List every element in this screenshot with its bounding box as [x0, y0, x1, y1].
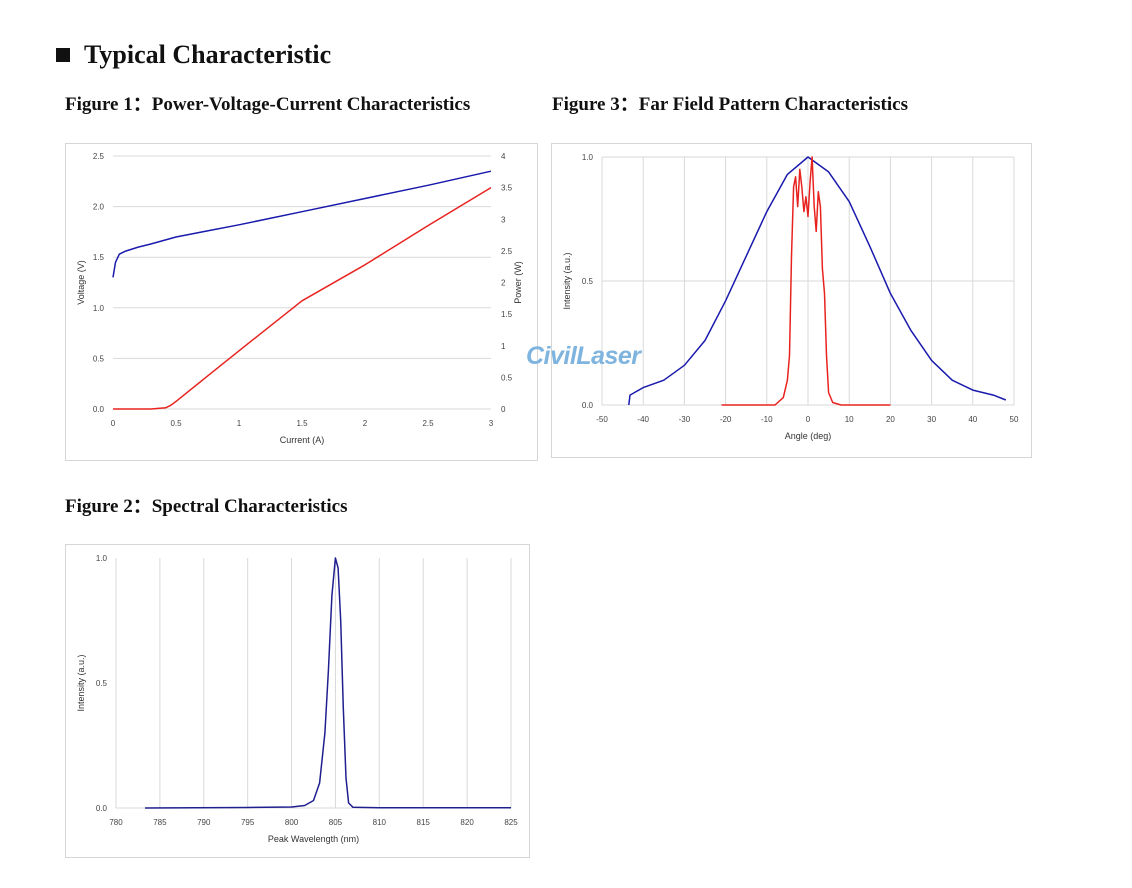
section-title-text: Typical Characteristic: [84, 40, 332, 69]
x-tick-label: 10: [845, 415, 854, 424]
y-tick-label: 1.0: [582, 153, 594, 162]
figure3-title: Figure 3：Far Field Pattern Characteristi…: [552, 94, 908, 115]
x-tick-label: 1: [237, 419, 242, 428]
y2-tick-label: 3: [501, 215, 506, 224]
series-line-1: [628, 156, 1007, 406]
figure1-panel: 0.0 0.5 1.0 1.5 2.0 2.5 0 0.5 1 1.5 2 2.5 3 3.5 4 0 0.5 1…: [65, 143, 538, 461]
x-tick-label: 820: [460, 818, 474, 827]
x-axis-title: Current (A): [280, 435, 325, 445]
y2-tick-label: 1.5: [501, 310, 513, 319]
series-line-2: [113, 186, 492, 410]
y-tick-label: 2.0: [93, 203, 105, 212]
x-tick-label: 825: [504, 818, 518, 827]
x-axis-title: Peak Wavelength (nm): [268, 834, 359, 844]
x-tick-label: 40: [968, 415, 977, 424]
x-tick-label: 3: [489, 419, 494, 428]
y-tick-label: 2.5: [93, 152, 105, 161]
y-tick-label: 0.0: [582, 401, 594, 410]
section-title: Typical Characteristic: [56, 40, 331, 70]
x-tick-label: -20: [720, 415, 732, 424]
x-tick-label: 0.5: [170, 419, 182, 428]
x-tick-label: 815: [417, 818, 431, 827]
figure1-title: Figure 1：Power-Voltage-Current Character…: [65, 94, 471, 115]
y-axis-title: Voltage (V): [76, 260, 86, 305]
x-tick-label: -50: [596, 415, 608, 424]
x-tick-label: 0: [111, 419, 116, 428]
y2-tick-label: 4: [501, 152, 506, 161]
y2-tick-label: 0: [501, 405, 506, 414]
y2-tick-label: 1: [501, 342, 506, 351]
y-tick-label: 0.5: [93, 354, 105, 363]
y2-tick-label: 0.5: [501, 373, 513, 382]
x-tick-label: 785: [153, 818, 167, 827]
figure2-panel: 0.0 0.5 1.0 780 785 790 795 800 805 810 815 820 825 P…: [65, 544, 530, 858]
y-axis-title: Intensity (a.u.): [562, 252, 572, 309]
piv-chart: 0.0 0.5 1.0 1.5 2.0 2.5 0 0.5 1 1.5 2 2.5 3 3.5 4 0 0.5 1…: [76, 152, 523, 445]
y2-tick-label: 3.5: [501, 184, 513, 193]
series-line-1: [112, 170, 492, 278]
y-tick-label: 0.0: [93, 405, 105, 414]
figure3-panel: 0.0 0.5 1.0 -50 -40 -30 -20 -10 0 10 20 30 40 50 Angle…: [551, 143, 1032, 458]
x-tick-label: 20: [886, 415, 895, 424]
watermark-logo: CivilLaser: [526, 342, 641, 370]
y-axis-title: Intensity (a.u.): [76, 654, 86, 711]
x-tick-label: 805: [329, 818, 343, 827]
x-tick-label: 30: [927, 415, 936, 424]
series-line-2: [721, 156, 891, 406]
y2-axis-title: Power (W): [513, 261, 523, 304]
y-tick-label: 0.5: [96, 679, 108, 688]
x-tick-label: 50: [1010, 415, 1019, 424]
y2-tick-label: 2.5: [501, 247, 513, 256]
x-tick-label: 800: [285, 818, 299, 827]
x-tick-label: -40: [637, 415, 649, 424]
x-tick-label: 795: [241, 818, 255, 827]
x-tick-label: 1.5: [296, 419, 308, 428]
square-bullet-icon: [56, 48, 70, 62]
farfield-chart: 0.0 0.5 1.0 -50 -40 -30 -20 -10 0 10 20 30 40 50 Angle…: [562, 153, 1019, 441]
y-tick-label: 1.0: [93, 304, 105, 313]
x-tick-label: 0: [806, 415, 811, 424]
x-tick-label: 2: [363, 419, 368, 428]
x-tick-label: 810: [373, 818, 387, 827]
x-tick-label: -10: [761, 415, 773, 424]
x-axis-title: Angle (deg): [785, 431, 832, 441]
x-tick-label: 2.5: [422, 419, 434, 428]
spectrum-chart: 0.0 0.5 1.0 780 785 790 795 800 805 810 815 820 825 P…: [76, 554, 518, 844]
series-line-1: [144, 557, 511, 809]
y-tick-label: 1.5: [93, 253, 105, 262]
x-tick-label: 780: [109, 818, 123, 827]
x-tick-label: -30: [679, 415, 691, 424]
y2-tick-label: 2: [501, 279, 506, 288]
x-tick-label: 790: [197, 818, 211, 827]
figure2-title: Figure 2：Spectral Characteristics: [65, 496, 348, 517]
y-tick-label: 0.5: [582, 277, 594, 286]
y-tick-label: 0.0: [96, 804, 108, 813]
y-tick-label: 1.0: [96, 554, 108, 563]
